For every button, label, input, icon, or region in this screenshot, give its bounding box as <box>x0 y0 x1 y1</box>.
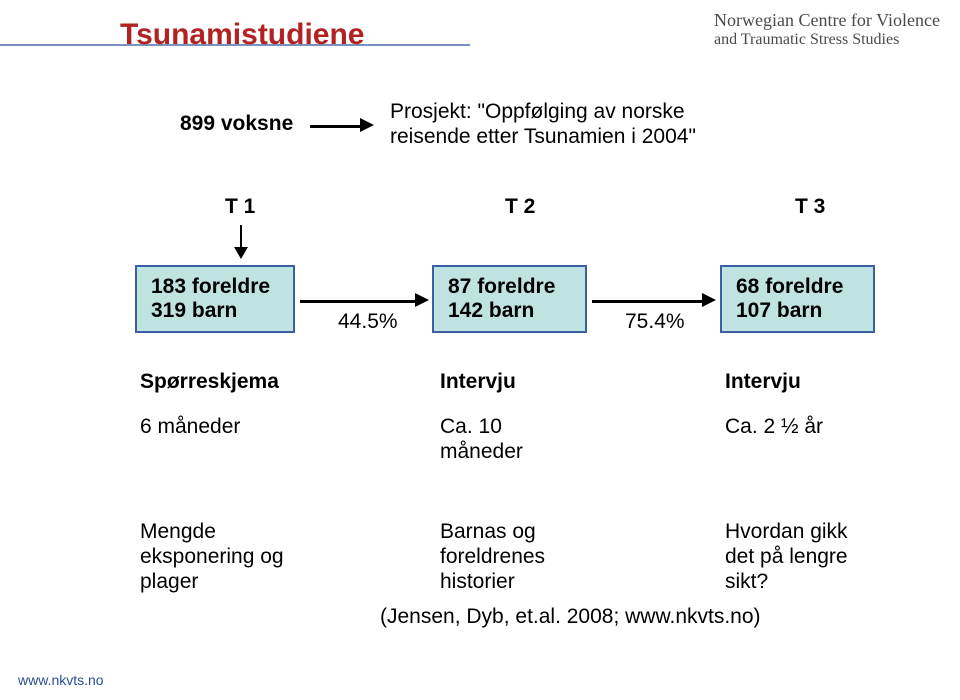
t1-arrow-head <box>234 247 248 259</box>
t2-label: T 2 <box>505 195 535 219</box>
box-t2: 87 foreldre 142 barn <box>432 265 587 333</box>
d2b: foreldrenes <box>440 545 545 569</box>
method1: Spørreskjema <box>140 370 279 394</box>
box-t2-line2: 142 barn <box>448 299 571 323</box>
time1: 6 måneder <box>140 415 240 439</box>
arrow-voksne-head <box>360 118 374 132</box>
box-t1-line2: 319 barn <box>151 299 279 323</box>
time2b: måneder <box>440 440 523 464</box>
project-line2: reisende etter Tsunamien i 2004" <box>390 125 696 149</box>
box-t2-line1: 87 foreldre <box>448 275 571 299</box>
pct1: 44.5% <box>338 310 398 334</box>
t3-label: T 3 <box>795 195 825 219</box>
org-line1: Norwegian Centre for Violence <box>714 10 940 31</box>
citation: (Jensen, Dyb, et.al. 2008; www.nkvts.no) <box>380 605 761 629</box>
box-t1: 183 foreldre 319 barn <box>135 265 295 333</box>
method3: Intervju <box>725 370 801 394</box>
d3a: Hvordan gikk <box>725 520 848 544</box>
slide-title: Tsunamistudiene <box>120 18 364 52</box>
time2a: Ca. 10 <box>440 415 502 439</box>
voksne-label: 899 voksne <box>180 112 293 136</box>
org-name: Norwegian Centre for Violence and Trauma… <box>714 10 940 49</box>
d1a: Mengde <box>140 520 216 544</box>
time3: Ca. 2 ½ år <box>725 415 823 439</box>
arrow-b2b3 <box>592 300 702 303</box>
footer-url: www.nkvts.no <box>18 672 104 688</box>
arrow-b1b2 <box>300 300 415 303</box>
slide-root: Tsunamistudiene Norwegian Centre for Vio… <box>0 0 960 700</box>
d3b: det på lengre <box>725 545 848 569</box>
d1b: eksponering og <box>140 545 284 569</box>
d2a: Barnas og <box>440 520 536 544</box>
d1c: plager <box>140 570 198 594</box>
box-t3: 68 foreldre 107 barn <box>720 265 875 333</box>
project-line1: Prosjekt: "Oppfølging av norske <box>390 100 685 124</box>
pct2: 75.4% <box>625 310 685 334</box>
d3c: sikt? <box>725 570 768 594</box>
arrow-b1b2-head <box>415 293 429 307</box>
arrow-voksne <box>310 125 360 128</box>
d2c: historier <box>440 570 515 594</box>
method2: Intervju <box>440 370 516 394</box>
arrow-b2b3-head <box>702 293 716 307</box>
org-line2: and Traumatic Stress Studies <box>714 31 940 49</box>
box-t1-line1: 183 foreldre <box>151 275 279 299</box>
box-t3-line2: 107 barn <box>736 299 859 323</box>
box-t3-line1: 68 foreldre <box>736 275 859 299</box>
t1-label: T 1 <box>225 195 255 219</box>
t1-arrow-line <box>240 225 242 247</box>
